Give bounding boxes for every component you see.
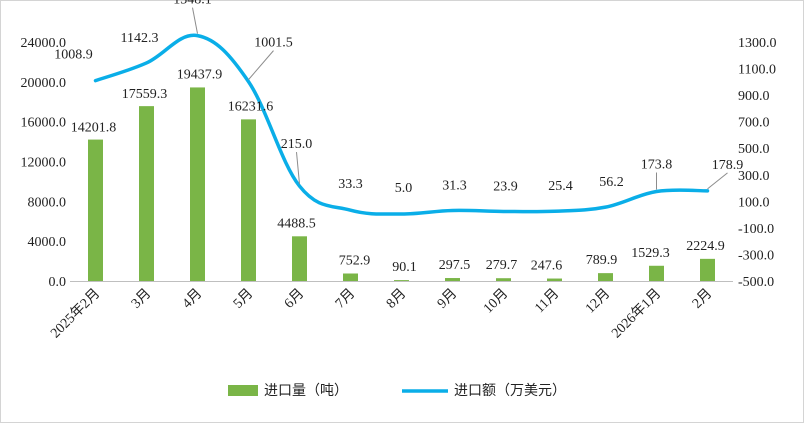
bar-import-volume: [547, 278, 562, 281]
right-axis-tick-label: 700.0: [738, 116, 770, 131]
right-axis-tick-label: 100.0: [738, 195, 770, 210]
bar-import-volume: [445, 278, 460, 281]
line-data-label: 1348.1: [173, 0, 212, 8]
bar-data-label: 752.9: [339, 254, 371, 269]
line-point-import-value: [553, 210, 556, 213]
right-axis-tick-label: 1300.0: [738, 36, 777, 51]
line-data-label: 178.9: [712, 158, 744, 173]
line-data-label: 215.0: [281, 137, 313, 152]
leader-line: [296, 152, 300, 185]
bar-import-volume: [598, 273, 613, 281]
right-axis-tick-label: 1100.0: [738, 63, 776, 78]
left-axis-tick-label: 0.0: [49, 275, 67, 290]
bar-import-volume: [190, 87, 205, 282]
line-point-import-value: [655, 190, 658, 193]
line-point-import-value: [94, 79, 97, 82]
right-axis-ticks: -500.0 -300.0 -100.0 100.0 300.0 500.0 700.0 90…: [738, 36, 777, 290]
bar-import-volume: [649, 265, 664, 281]
bar-import-volume: [496, 278, 511, 281]
leader-line: [192, 7, 198, 34]
bar-data-label: 247.6: [531, 259, 563, 274]
line-point-import-value: [298, 184, 301, 188]
bar-data-label: 14201.8: [71, 121, 117, 136]
bar-data-label: 789.9: [586, 253, 618, 268]
legend: 进口量（吨） 进口额（万美元）: [228, 383, 566, 399]
left-axis-ticks: 0.0 4000.0 8000.0 12000.0 16000.0 20000.0 2400…: [21, 36, 67, 290]
bar-import-volume: [139, 106, 154, 281]
bar-data-label: 297.5: [439, 258, 471, 273]
right-axis-tick-label: 500.0: [738, 142, 770, 157]
right-axis-tick-label: 900.0: [738, 89, 770, 104]
leader-line: [248, 50, 274, 80]
bar-import-volume: [241, 119, 256, 281]
line-point-import-value: [706, 189, 709, 193]
bar-import-volume: [343, 273, 358, 281]
bar-import-volume: [292, 236, 307, 281]
right-axis-tick-label: -100.0: [738, 222, 774, 237]
line-data-label: 31.3: [442, 178, 467, 193]
left-axis-tick-label: 12000.0: [21, 156, 67, 171]
line-data-label: 23.9: [493, 179, 518, 194]
left-axis-tick-label: 16000.0: [21, 116, 67, 131]
line-point-import-value: [196, 34, 199, 37]
left-axis-tick-label: 20000.0: [21, 76, 67, 91]
bar-data-label: 16231.6: [228, 99, 274, 114]
leader-line: [707, 172, 728, 190]
legend-line-label: 进口额（万美元）: [454, 383, 566, 399]
bar-import-volume: [700, 258, 715, 281]
left-axis-tick-label: 4000.0: [28, 235, 67, 250]
bar-data-label: 2224.9: [686, 239, 725, 254]
line-data-label: 173.8: [641, 158, 673, 173]
right-axis-tick-label: 300.0: [738, 169, 770, 184]
line-point-import-value: [145, 61, 148, 65]
bar-data-label: 17559.3: [122, 87, 168, 102]
line-data-label: 33.3: [338, 177, 363, 192]
bars-layer: [88, 87, 715, 282]
bar-import-volume: [88, 139, 103, 281]
line-point-import-value: [604, 205, 607, 209]
bar-data-label: 19437.9: [177, 67, 223, 82]
line-point-import-value: [502, 210, 505, 213]
line-layer: [93, 33, 710, 216]
line-data-label: 56.2: [599, 175, 624, 190]
line-data-label: 5.0: [395, 181, 413, 196]
bar-data-label: 4488.5: [277, 216, 316, 231]
leader-lines-layer: [192, 7, 728, 190]
line-data-label: 25.4: [548, 179, 573, 194]
right-axis-tick-label: -300.0: [738, 248, 774, 263]
data-labels-layer: 14201.8 17559.3 19437.9 16231.6 4488.5 752.9 9…: [54, 0, 743, 275]
legend-bar-label: 进口量（吨）: [264, 383, 348, 399]
line-data-label: 1008.9: [54, 48, 93, 63]
line-data-label: 1001.5: [254, 36, 293, 51]
left-axis-tick-label: 8000.0: [28, 195, 67, 210]
left-axis-tick-label: 24000.0: [21, 36, 67, 51]
bar-data-label: 1529.3: [631, 246, 670, 261]
line-point-import-value: [400, 212, 403, 216]
line-data-label: 1142.3: [121, 31, 159, 46]
bar-data-label: 90.1: [392, 260, 417, 275]
bar-data-label: 279.7: [486, 258, 518, 273]
legend-bar-swatch: [228, 385, 258, 396]
line-point-import-value: [451, 209, 454, 212]
line-point-import-value: [247, 80, 250, 83]
right-axis-tick-label: -500.0: [738, 275, 774, 290]
bar-import-volume: [394, 280, 409, 281]
line-point-import-value: [349, 208, 352, 212]
